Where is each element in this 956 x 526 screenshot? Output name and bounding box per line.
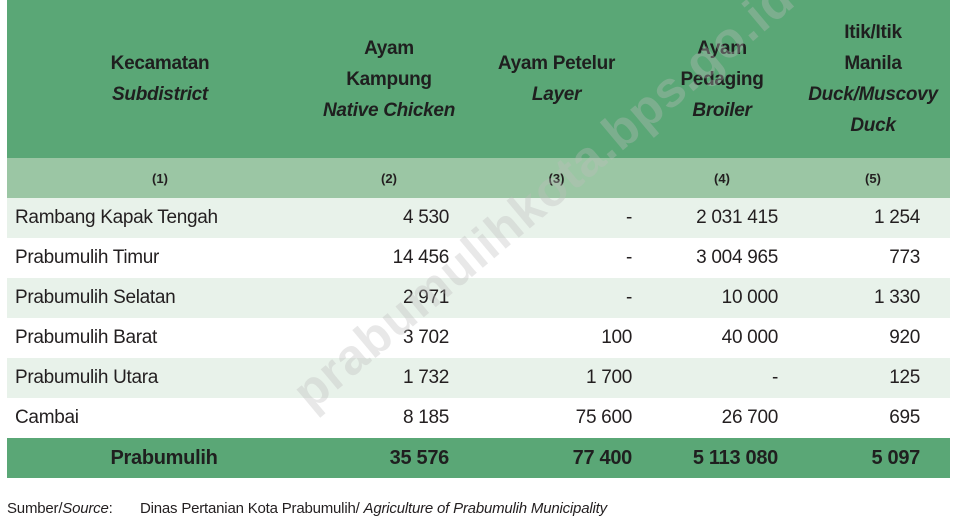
broiler-value: 3 004 965 xyxy=(696,247,778,268)
livestock-table: Kecamatan Subdistrict Ayam Kampung Nativ… xyxy=(7,0,950,478)
column-number: (3) xyxy=(548,170,565,186)
table-row: Cambai 8 185 75 600 26 700 695 xyxy=(7,398,950,438)
header-broiler-id1: Ayam xyxy=(697,37,747,59)
column-number: (2) xyxy=(381,170,397,186)
subdistrict-name: Cambai xyxy=(15,407,79,428)
total-broiler: 5 113 080 xyxy=(692,446,778,469)
table-row: Prabumulih Selatan 2 971 - 10 000 1 330 xyxy=(7,278,950,318)
broiler-value: 40 000 xyxy=(721,327,779,348)
native-chicken-value: 8 185 xyxy=(402,407,449,428)
column-number: (5) xyxy=(865,170,881,186)
header-layer-id: Ayam Petelur xyxy=(497,53,616,74)
layer-value: - xyxy=(625,247,632,268)
header-native-chicken-id2: Kampung xyxy=(346,68,432,90)
native-chicken-value: 4 530 xyxy=(402,207,449,228)
broiler-value: 26 700 xyxy=(721,407,779,428)
source-note: Sumber/Source: Dinas Pertanian Kota Prab… xyxy=(7,500,607,517)
duck-value: 773 xyxy=(889,247,920,268)
header-native-chicken-en: Native Chicken xyxy=(322,99,456,121)
source-label-en: Source xyxy=(62,500,109,517)
header-duck-en1: Duck/Muscovy xyxy=(808,84,938,105)
header-duck: Itik/Itik Manila Duck/Muscovy Duck xyxy=(796,0,950,158)
layer-value: - xyxy=(625,287,632,308)
source-text-en: Agriculture of Prabumulih Municipality xyxy=(363,500,608,517)
header-native-chicken: Ayam Kampung Native Chicken xyxy=(313,0,465,158)
header-duck-en2: Duck xyxy=(850,115,896,136)
duck-value: 125 xyxy=(889,367,920,388)
table-row: Prabumulih Barat 3 702 100 40 000 920 xyxy=(7,318,950,358)
subdistrict-name: Prabumulih Utara xyxy=(15,367,159,388)
total-native-chicken: 35 576 xyxy=(389,446,450,469)
native-chicken-value: 14 456 xyxy=(392,247,450,268)
total-row: Prabumulih 35 576 77 400 5 113 080 5 097 xyxy=(7,438,950,478)
source-text: Dinas Pertanian Kota Prabumulih/ Agricul… xyxy=(140,500,607,517)
subdistrict-name: Prabumulih Selatan xyxy=(15,287,176,308)
header-duck-id1: Itik/Itik xyxy=(844,22,902,43)
native-chicken-value: 1 732 xyxy=(402,367,449,388)
layer-value: - xyxy=(625,207,632,228)
broiler-value: - xyxy=(771,367,778,388)
source-text-id: Dinas Pertanian Kota Prabumulih/ xyxy=(140,500,364,517)
broiler-value: 10 000 xyxy=(721,287,779,308)
subdistrict-name: Rambang Kapak Tengah xyxy=(15,207,218,228)
header-subdistrict: Kecamatan Subdistrict xyxy=(7,0,313,158)
header-native-chicken-id1: Ayam xyxy=(364,37,414,59)
duck-value: 1 254 xyxy=(873,207,920,228)
table-row: Prabumulih Timur 14 456 - 3 004 965 773 xyxy=(7,238,950,278)
total-layer: 77 400 xyxy=(572,446,633,469)
table-header: Kecamatan Subdistrict Ayam Kampung Nativ… xyxy=(7,0,950,158)
header-duck-id2: Manila xyxy=(844,53,902,74)
header-layer: Ayam Petelur Layer xyxy=(465,0,648,158)
total-duck: 5 097 xyxy=(871,446,920,469)
layer-value: 100 xyxy=(601,327,632,348)
header-subdistrict-id: Kecamatan xyxy=(110,53,210,74)
duck-value: 695 xyxy=(889,407,920,428)
column-number-row: (1) (2) (3) (4) (5) xyxy=(7,158,950,198)
header-layer-en: Layer xyxy=(531,84,582,105)
header-subdistrict-en: Subdistrict xyxy=(112,84,208,105)
source-label-colon: : xyxy=(108,500,113,517)
duck-value: 920 xyxy=(889,327,920,348)
column-number: (4) xyxy=(714,170,730,186)
header-broiler-id2: Pedaging xyxy=(680,68,764,90)
duck-value: 1 330 xyxy=(873,287,920,308)
native-chicken-value: 3 702 xyxy=(402,327,449,348)
header-broiler: Ayam Pedaging Broiler xyxy=(648,0,796,158)
subdistrict-name: Prabumulih Barat xyxy=(15,327,157,348)
layer-value: 1 700 xyxy=(585,367,632,388)
column-number: (1) xyxy=(152,170,168,186)
table-row: Rambang Kapak Tengah 4 530 - 2 031 415 1… xyxy=(7,198,950,238)
total-label: Prabumulih xyxy=(110,446,218,469)
subdistrict-name: Prabumulih Timur xyxy=(15,247,160,268)
layer-value: 75 600 xyxy=(575,407,633,428)
table-row: Prabumulih Utara 1 732 1 700 - 125 xyxy=(7,358,950,398)
native-chicken-value: 2 971 xyxy=(402,287,449,308)
broiler-value: 2 031 415 xyxy=(696,207,778,228)
header-broiler-en: Broiler xyxy=(692,99,752,121)
source-label-id: Sumber/ xyxy=(7,500,63,517)
